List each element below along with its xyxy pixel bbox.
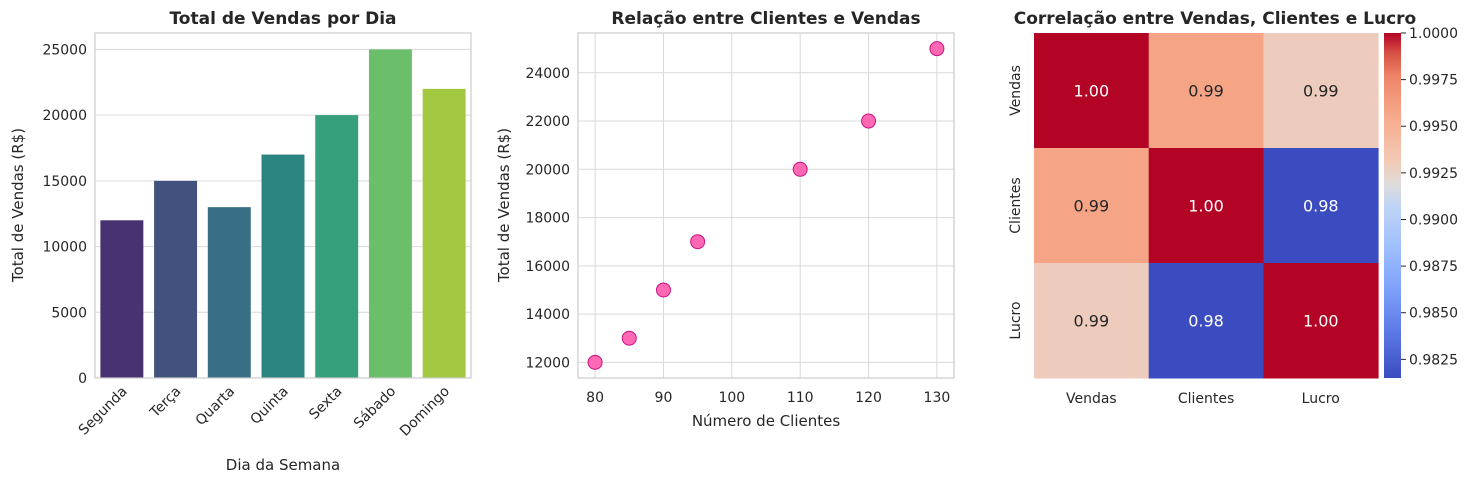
bar-x-tick-label: Terça xyxy=(147,384,185,422)
heatmap-col-label: Vendas xyxy=(1066,391,1117,407)
bar-y-tick-label: 5000 xyxy=(51,305,87,321)
scatter-y-tick-label: 18000 xyxy=(525,211,570,227)
heatmap-cell-label: 0.99 xyxy=(1074,312,1110,331)
scatter-chart-points xyxy=(587,41,945,370)
scatter-point xyxy=(587,354,603,370)
heatmap-cell-label: 0.98 xyxy=(1303,197,1339,216)
scatter-chart-frame xyxy=(577,32,955,379)
heatmap-row-labels: Vendas Clientes Lucro xyxy=(1008,65,1024,339)
scatter-point xyxy=(690,234,706,250)
heatmap-cell xyxy=(1263,33,1379,149)
heatmap-panel: Correlação entre Vendas, Clientes e Lucr… xyxy=(1008,9,1458,407)
scatter-y-tick-label: 22000 xyxy=(525,114,570,130)
bar-chart-y-ticks: 0 5000 10000 15000 20000 25000 xyxy=(42,42,87,387)
colorbar-tick-label: 1.0000 xyxy=(1409,26,1458,42)
scatter-x-tick-label: 130 xyxy=(924,390,951,406)
heatmap-cell xyxy=(1034,263,1150,379)
heatmap-cell-label: 1.00 xyxy=(1188,197,1224,216)
bar-chart-ylabel: Total de Vendas (R$) xyxy=(9,128,27,283)
colorbar-tick-label: 0.9925 xyxy=(1409,166,1458,182)
bar-terca xyxy=(154,180,198,378)
colorbar-tick-label: 0.9950 xyxy=(1409,119,1458,135)
scatter-x-tick-label: 110 xyxy=(787,390,814,406)
scatter-chart-y-ticks: 12000 14000 16000 18000 20000 22000 24000 xyxy=(525,66,570,372)
heatmap-col-label: Clientes xyxy=(1178,391,1234,407)
heatmap-cell-label: 0.99 xyxy=(1303,82,1339,101)
heatmap-cell-label: 0.99 xyxy=(1074,197,1110,216)
bar-sexta xyxy=(315,115,359,379)
heatmap-cell xyxy=(1263,148,1379,264)
heatmap-row-label: Lucro xyxy=(1008,301,1024,339)
scatter-y-tick-label: 12000 xyxy=(525,355,570,371)
scatter-chart-title: Relação entre Clientes e Vendas xyxy=(611,9,920,29)
bar-sabado xyxy=(368,49,412,379)
scatter-point xyxy=(929,41,945,57)
heatmap-cell xyxy=(1148,33,1264,149)
scatter-x-tick-label: 90 xyxy=(655,390,673,406)
colorbar-tick-label: 0.9975 xyxy=(1409,73,1458,89)
heatmap-cell-label: 0.99 xyxy=(1188,82,1224,101)
bar-x-tick-label: Quinta xyxy=(247,384,291,428)
bar-y-tick-label: 10000 xyxy=(42,240,87,256)
heatmap-title: Correlação entre Vendas, Clientes e Lucr… xyxy=(1014,9,1416,29)
colorbar-tick-label: 0.9825 xyxy=(1409,352,1458,368)
bar-x-tick-label: Quarta xyxy=(193,384,238,429)
bar-y-tick-label: 25000 xyxy=(42,42,87,58)
scatter-point xyxy=(792,161,808,177)
scatter-chart-grid xyxy=(578,33,954,378)
bar-y-tick-label: 20000 xyxy=(42,108,87,124)
scatter-chart-ylabel: Total de Vendas (R$) xyxy=(495,128,513,283)
bar-chart-bars xyxy=(100,49,466,379)
heatmap-col-labels: Vendas Clientes Lucro xyxy=(1066,391,1340,407)
scatter-point xyxy=(655,282,671,298)
colorbar-tick-label: 0.9900 xyxy=(1409,212,1458,228)
colorbar-tick-label: 0.9850 xyxy=(1409,306,1458,322)
heatmap-col-label: Lucro xyxy=(1302,391,1340,407)
heatmap-cell-label: 1.00 xyxy=(1303,312,1339,331)
bar-y-tick-label: 15000 xyxy=(42,174,87,190)
heatmap-row-label: Vendas xyxy=(1008,65,1024,116)
scatter-chart-panel: Relação entre Clientes e Vendas 12000 140… xyxy=(495,9,955,430)
bar-x-tick-label: Domingo xyxy=(397,384,453,440)
bar-chart-x-ticks: Segunda Terça Quarta Quinta Sexta SábadoDomin… xyxy=(76,384,453,440)
bar-x-tick-label: Sexta xyxy=(306,384,345,423)
colorbar xyxy=(1384,33,1401,378)
scatter-x-tick-label: 80 xyxy=(586,390,604,406)
bar-chart-panel: Total de Vendas por Dia 0 5000 10000 15000 2… xyxy=(9,9,472,474)
colorbar-ticks: 1.0000 0.9975 0.9950 0.9925 0.9900 0.9875 0.98… xyxy=(1401,26,1458,368)
bar-y-tick-label: 0 xyxy=(78,371,87,387)
scatter-point xyxy=(621,330,637,346)
heatmap-cell xyxy=(1263,263,1379,379)
scatter-y-tick-label: 14000 xyxy=(525,307,570,323)
heatmap-cell xyxy=(1034,33,1150,149)
heatmap-cell xyxy=(1034,148,1150,264)
bar-quarta xyxy=(207,207,251,378)
scatter-x-tick-label: 100 xyxy=(718,390,745,406)
scatter-y-tick-label: 20000 xyxy=(525,162,570,178)
scatter-x-tick-label: 120 xyxy=(855,390,882,406)
bar-segunda xyxy=(100,220,144,378)
heatmap-cell xyxy=(1148,263,1264,379)
scatter-point xyxy=(861,113,877,129)
bar-quinta xyxy=(261,154,305,378)
scatter-chart-x-ticks: 80 90 100 110 120 130 xyxy=(586,390,950,406)
heatmap-row-label: Clientes xyxy=(1008,177,1024,233)
scatter-y-tick-label: 16000 xyxy=(525,259,570,275)
heatmap-cell-label: 0.98 xyxy=(1188,312,1224,331)
scatter-chart-xlabel: Número de Clientes xyxy=(692,412,841,430)
colorbar-tick-label: 0.9875 xyxy=(1409,259,1458,275)
bar-x-tick-label: Segunda xyxy=(76,384,131,439)
heatmap-cell xyxy=(1148,148,1264,264)
scatter-y-tick-label: 24000 xyxy=(525,66,570,82)
heatmap-cells: 1.00 0.99 0.99 0.99 1.00 0.98 0.99 0.98 1.00 xyxy=(1034,33,1379,379)
bar-x-tick-label: Sábado xyxy=(351,384,399,432)
heatmap-cell-label: 1.00 xyxy=(1074,82,1110,101)
bar-domingo xyxy=(422,88,466,378)
bar-chart-xlabel: Dia da Semana xyxy=(226,456,340,474)
bar-chart-frame xyxy=(94,32,472,379)
bar-chart-title: Total de Vendas por Dia xyxy=(169,9,396,29)
